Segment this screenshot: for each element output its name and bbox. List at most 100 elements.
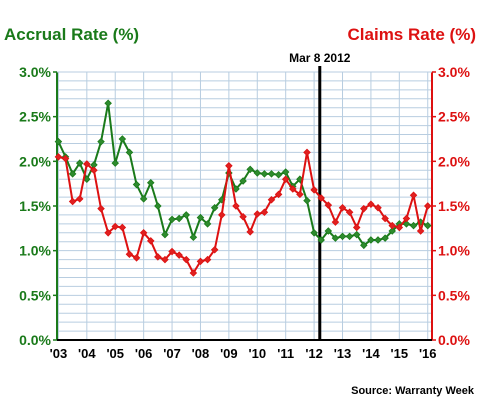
data-point [281, 168, 290, 176]
data-point [210, 204, 219, 212]
data-point [267, 170, 276, 178]
data-point [367, 200, 375, 208]
data-point [111, 159, 120, 167]
data-point [317, 236, 325, 244]
data-point [154, 202, 162, 210]
data-point [139, 195, 148, 203]
data-point [246, 165, 254, 174]
data-point [68, 170, 77, 178]
data-point [154, 253, 162, 261]
left-y-tick-label: 2.5% [19, 109, 51, 125]
data-point [388, 221, 396, 230]
data-point [331, 218, 340, 226]
data-point [274, 170, 283, 179]
data-point [54, 137, 63, 146]
x-tick-labels: '03 '04 '05 '06 '07 '08 '09 '10 '11 '12 '13 '14 '15 '… [50, 346, 437, 361]
x-tick-label: '16 [419, 346, 437, 361]
data-point [168, 247, 176, 256]
data-point [331, 234, 340, 242]
left-y-tick-label: 0.5% [19, 287, 51, 303]
data-point [374, 204, 382, 212]
data-point [281, 175, 290, 183]
data-point [182, 211, 191, 219]
data-point [83, 160, 91, 168]
data-point [324, 227, 333, 235]
data-point [381, 234, 389, 242]
data-point [90, 166, 98, 175]
data-point [352, 230, 361, 239]
data-point [161, 230, 169, 239]
data-point [274, 190, 283, 199]
data-point [132, 254, 141, 262]
data-point [260, 208, 269, 217]
data-point [68, 197, 77, 206]
data-point [310, 186, 318, 194]
data-point [409, 191, 418, 200]
left-y-tick-label: 3.0% [19, 64, 51, 80]
data-point [168, 215, 176, 224]
annotation-label: Mar 8 2012 [289, 51, 351, 65]
data-point [189, 269, 198, 277]
data-point [324, 201, 333, 209]
data-point [189, 233, 198, 242]
data-point [75, 159, 84, 167]
data-point [338, 232, 347, 241]
data-point [345, 232, 354, 241]
x-tick-label: '04 [78, 346, 96, 361]
data-point [253, 169, 262, 177]
data-point [345, 208, 354, 217]
data-point [402, 220, 411, 228]
left-y-tick-label: 2.0% [19, 153, 51, 169]
data-point [423, 202, 432, 210]
data-point [125, 250, 134, 259]
series-layer [54, 99, 432, 277]
series-claims [54, 148, 432, 277]
x-tick-label: '06 [135, 346, 153, 361]
data-point [352, 223, 361, 232]
x-tick-label: '10 [249, 346, 267, 361]
data-point [381, 214, 389, 223]
x-tick-label: '11 [277, 346, 294, 361]
data-point [146, 237, 155, 245]
x-tick-label: '07 [163, 346, 181, 361]
data-point [175, 251, 183, 259]
x-tick-label: '09 [220, 346, 238, 361]
data-point [111, 222, 120, 231]
data-point [360, 241, 368, 250]
data-point [132, 180, 141, 189]
right-axis-title: Claims Rate (%) [348, 25, 476, 44]
data-point [175, 214, 183, 223]
right-y-tick-label: 1.5% [438, 198, 470, 214]
right-y-tick-label: 2.0% [438, 153, 470, 169]
data-point [388, 227, 396, 235]
data-point [303, 196, 311, 205]
data-point [416, 227, 425, 235]
data-point [409, 221, 418, 230]
data-point [97, 137, 105, 146]
x-tick-label: '14 [362, 346, 380, 361]
data-point [104, 99, 112, 108]
x-tick-label: '03 [50, 346, 68, 361]
data-point [239, 212, 247, 221]
right-y-tick-label: 0.5% [438, 287, 470, 303]
right-y-tick-label: 3.0% [438, 64, 470, 80]
data-point [118, 223, 127, 232]
right-y-tick-label: 1.0% [438, 243, 470, 259]
data-point [97, 204, 105, 213]
x-tick-label: '15 [391, 346, 409, 361]
data-point [203, 220, 212, 228]
left-y-tick-label: 0.0% [19, 332, 51, 348]
data-point [146, 179, 155, 187]
series-accrual [54, 99, 432, 250]
data-point [232, 185, 240, 193]
data-point [367, 236, 375, 244]
data-point [182, 255, 191, 264]
x-tick-label: '12 [305, 346, 323, 361]
x-tick-label: '05 [106, 346, 124, 361]
data-point [61, 154, 70, 163]
data-point [196, 257, 205, 266]
data-point [395, 223, 404, 232]
data-point [225, 162, 233, 170]
data-point [104, 229, 112, 237]
